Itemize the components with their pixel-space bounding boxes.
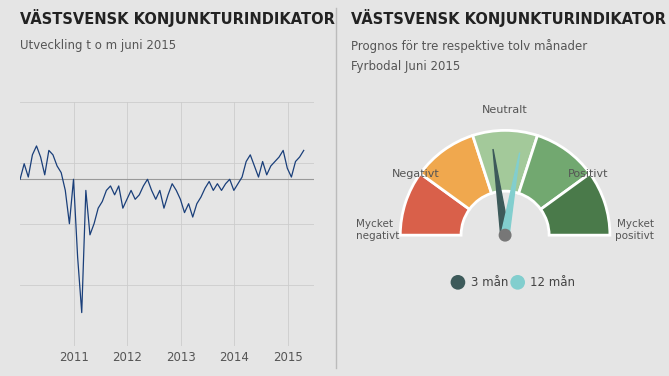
- Text: Negativt: Negativt: [392, 169, 440, 179]
- Wedge shape: [541, 174, 610, 235]
- Text: Mycket
negativt: Mycket negativt: [357, 219, 399, 241]
- Circle shape: [510, 275, 525, 290]
- Polygon shape: [493, 149, 510, 236]
- Text: Prognos för tre respektive tolv månader: Prognos för tre respektive tolv månader: [351, 39, 587, 53]
- Circle shape: [499, 229, 511, 241]
- Text: Fyrbodal Juni 2015: Fyrbodal Juni 2015: [351, 60, 460, 73]
- Text: 12 mån: 12 mån: [531, 276, 575, 289]
- Text: Neutralt: Neutralt: [482, 105, 528, 115]
- Wedge shape: [420, 135, 492, 209]
- Text: VÄSTSVENSK KONJUNKTURINDIKATOR: VÄSTSVENSK KONJUNKTURINDIKATOR: [20, 9, 335, 27]
- Wedge shape: [518, 135, 590, 209]
- Text: Positivt: Positivt: [568, 169, 609, 179]
- Text: Mycket
positivt: Mycket positivt: [615, 219, 654, 241]
- Circle shape: [451, 275, 465, 290]
- Polygon shape: [501, 153, 520, 236]
- Text: 3 mån: 3 mån: [470, 276, 508, 289]
- Text: VÄSTSVENSK KONJUNKTURINDIKATOR: VÄSTSVENSK KONJUNKTURINDIKATOR: [351, 9, 666, 27]
- Text: Utveckling t o m juni 2015: Utveckling t o m juni 2015: [20, 39, 176, 53]
- Wedge shape: [473, 130, 537, 193]
- Wedge shape: [400, 174, 470, 235]
